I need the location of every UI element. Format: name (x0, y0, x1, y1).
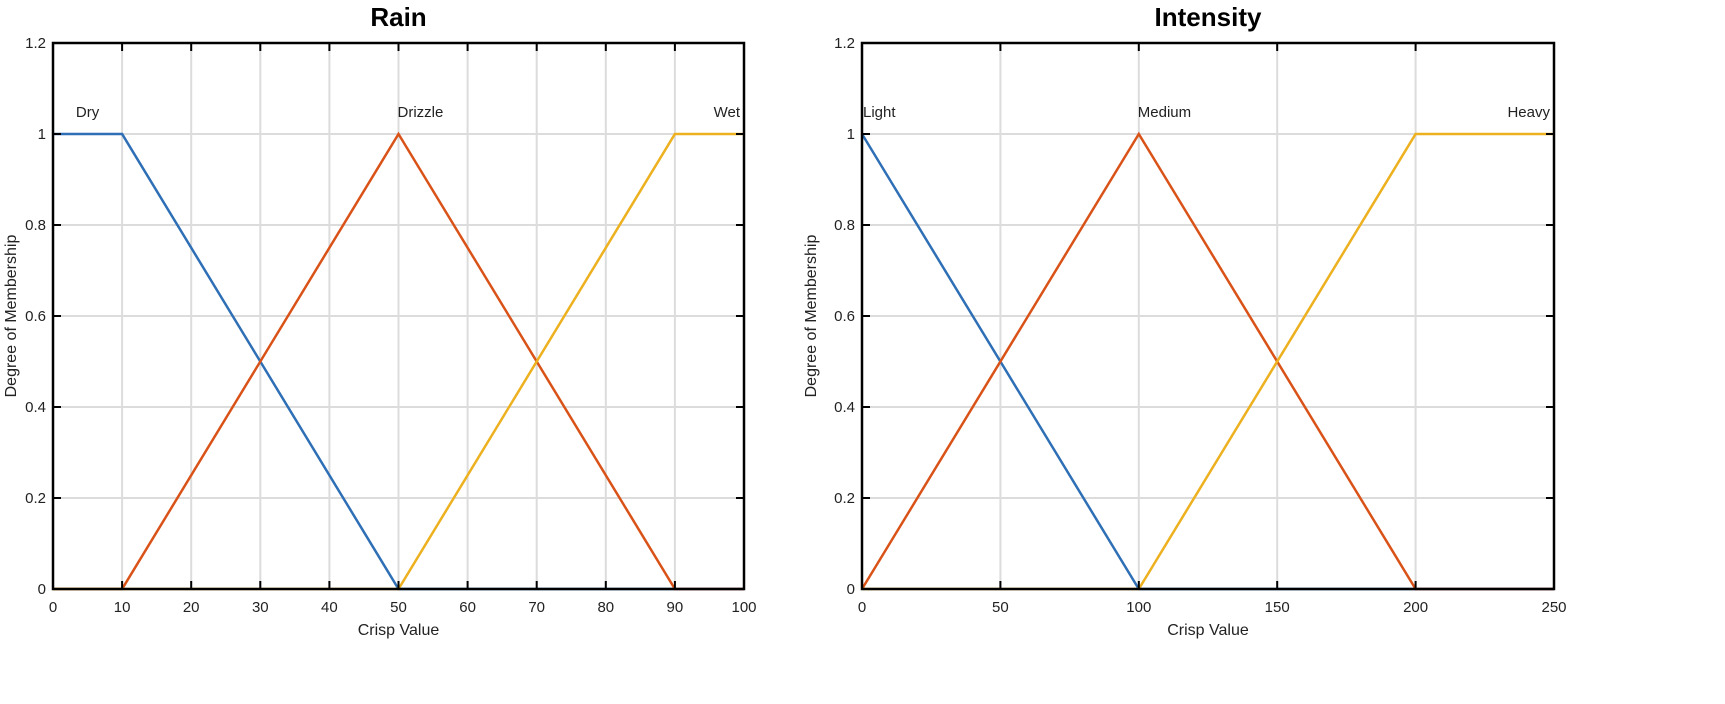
x-tick-label: 40 (321, 599, 338, 616)
y-tick-label: 1.2 (25, 35, 46, 52)
y-tick-label: 1.2 (834, 35, 855, 52)
y-tick-label: 0.2 (834, 490, 855, 507)
x-tick-label: 0 (858, 599, 866, 616)
y-tick-label: 0 (847, 581, 855, 598)
x-tick-label: 150 (1265, 599, 1290, 616)
chart-rain: Dry Drizzle Wet 0 10 20 30 40 50 60 70 80 90 100 0 0.2 0… (3, 2, 757, 639)
x-tick-label: 60 (459, 599, 476, 616)
y-tick-label: 0.4 (25, 399, 46, 416)
y-tick-label: 0.6 (25, 308, 46, 325)
mf-label-dry: Dry (76, 104, 100, 121)
y-tick-label: 1 (38, 126, 46, 143)
x-tick-label: 100 (1126, 599, 1151, 616)
y-tick-label: 0 (38, 581, 46, 598)
mf-label-light: Light (863, 104, 896, 121)
y-tick-label: 0.4 (834, 399, 855, 416)
chart-title: Rain (370, 2, 426, 32)
x-tick-label: 20 (183, 599, 200, 616)
x-tick-label: 80 (597, 599, 614, 616)
x-tick-label: 0 (49, 599, 57, 616)
x-tick-label: 250 (1541, 599, 1566, 616)
y-tick-label: 0.6 (834, 308, 855, 325)
y-tick-label: 1 (847, 126, 855, 143)
y-tick-label: 0.2 (25, 490, 46, 507)
mf-label-wet: Wet (714, 104, 741, 121)
chart-intensity: Light Medium Heavy 0 50 100 150 200 250 0 0.2 0.4 0.… (803, 2, 1567, 639)
y-axis-label: Degree of Membership (3, 235, 20, 398)
mf-label-drizzle: Drizzle (398, 104, 444, 121)
series-light (860, 133, 1554, 591)
x-tick-label: 50 (390, 599, 407, 616)
x-tick-label: 30 (252, 599, 269, 616)
y-tick-label: 0.8 (25, 217, 46, 234)
mf-label-medium: Medium (1138, 104, 1191, 121)
series-medium (860, 131, 1554, 591)
series-heavy (862, 132, 1554, 591)
x-tick-label: 50 (992, 599, 1009, 616)
chart-title: Intensity (1155, 2, 1262, 32)
x-axis-label: Crisp Value (358, 622, 440, 639)
x-axis-label: Crisp Value (1167, 622, 1249, 639)
mf-label-heavy: Heavy (1507, 104, 1550, 121)
x-tick-label: 200 (1403, 599, 1428, 616)
y-axis-label: Degree of Membership (803, 235, 820, 398)
y-tick-label: 0.8 (834, 217, 855, 234)
x-tick-label: 90 (667, 599, 684, 616)
x-tick-label: 100 (731, 599, 756, 616)
x-tick-label: 70 (528, 599, 545, 616)
x-tick-label: 10 (114, 599, 131, 616)
